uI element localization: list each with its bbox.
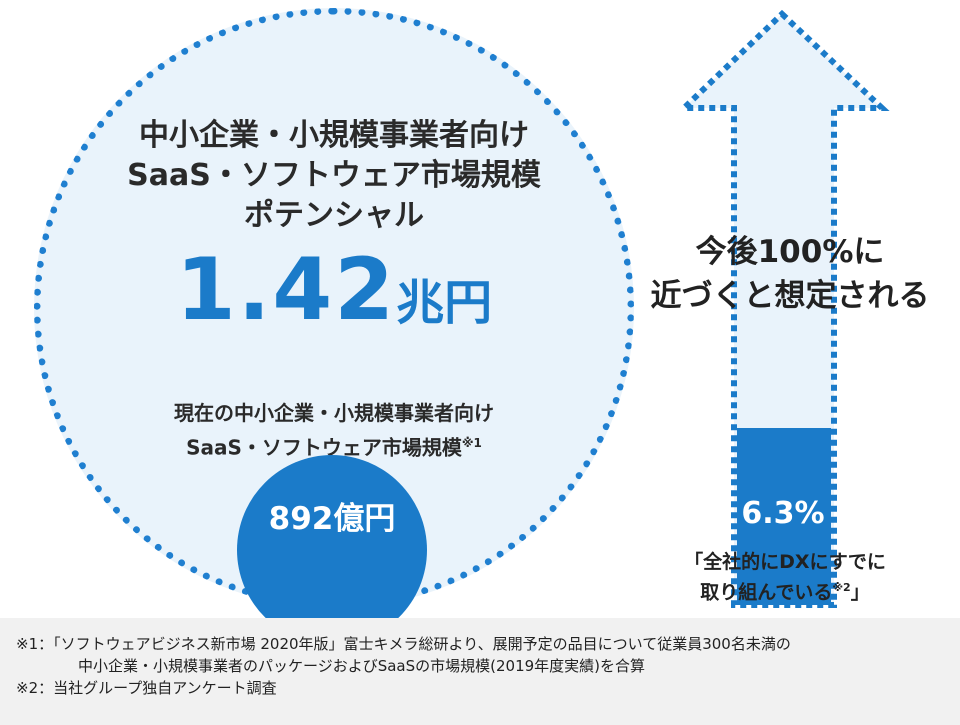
arrow-caption-line-2: 近づくと想定される — [650, 278, 930, 314]
potential-title: 中小企業・小規模事業者向け SaaS・ソフトウェア市場規模 ポテンシャル — [34, 116, 634, 236]
arrow-caption: 今後100%に 近づくと想定される — [640, 230, 940, 318]
current-share-fill — [737, 428, 831, 605]
current-share-percent: 6.3% — [741, 496, 825, 531]
arrow-outline — [676, 9, 890, 608]
quote-line-1: 「全社的にDXにすでに — [684, 551, 886, 573]
footnote-mark-1: ※1 — [461, 436, 482, 450]
potential-unit: 兆円 — [396, 275, 493, 331]
current-market-circle — [237, 455, 427, 645]
potential-title-line-2: SaaS・ソフトウェア市場規模 — [127, 158, 541, 193]
potential-title-line-1: 中小企業・小規模事業者向け — [139, 118, 529, 153]
quote-line-2: 取り組んでいる — [700, 581, 833, 604]
footnotes-panel: ※1：「ソフトウェアビジネス新市場 2020年版」富士キメラ総研より、展開予定の… — [0, 618, 960, 725]
quote-close: 」 — [850, 581, 870, 604]
potential-title-line-3: ポテンシャル — [244, 198, 424, 233]
survey-quote: 「全社的にDXにすでに 取り組んでいる※2」 — [640, 549, 930, 605]
footnote-1-continued: 中小企業・小規模事業者のパッケージおよびSaaSの市場規模(2019年度実績)を… — [78, 657, 646, 675]
current-market-value: 892億円 — [268, 501, 396, 537]
current-label-line-1: 現在の中小企業・小規模事業者向け — [174, 401, 494, 425]
potential-number: 1.42 — [175, 240, 397, 340]
arrow-caption-line-1: 今後100%に — [695, 234, 885, 270]
footnote-1: ※1：「ソフトウェアビジネス新市場 2020年版」富士キメラ総研より、展開予定の… — [16, 635, 791, 653]
footnote-mark-2: ※2 — [832, 581, 851, 594]
potential-value: 1.42兆円 — [34, 240, 634, 340]
footnote-2: ※2：当社グループ独自アンケート調査 — [16, 679, 277, 697]
